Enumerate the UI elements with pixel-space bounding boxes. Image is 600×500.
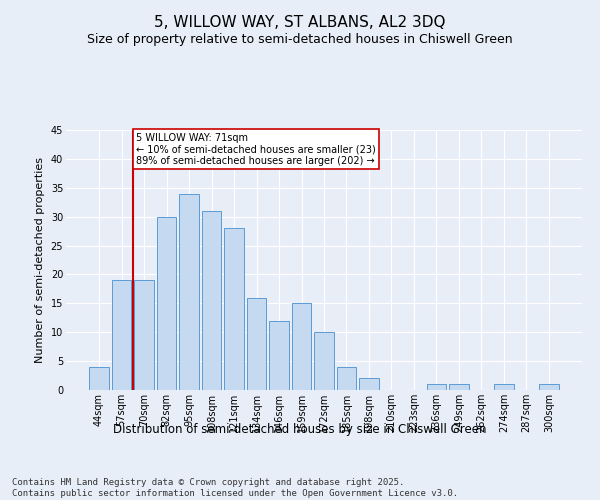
- Bar: [269, 320, 289, 390]
- Bar: [427, 384, 446, 390]
- Bar: [292, 304, 311, 390]
- Text: 5 WILLOW WAY: 71sqm
← 10% of semi-detached houses are smaller (23)
89% of semi-d: 5 WILLOW WAY: 71sqm ← 10% of semi-detach…: [136, 133, 376, 166]
- Bar: [359, 378, 379, 390]
- Bar: [157, 216, 176, 390]
- Bar: [314, 332, 334, 390]
- Bar: [89, 367, 109, 390]
- Bar: [179, 194, 199, 390]
- Bar: [539, 384, 559, 390]
- Bar: [494, 384, 514, 390]
- Bar: [202, 211, 221, 390]
- Text: Size of property relative to semi-detached houses in Chiswell Green: Size of property relative to semi-detach…: [87, 32, 513, 46]
- Y-axis label: Number of semi-detached properties: Number of semi-detached properties: [35, 157, 45, 363]
- Bar: [134, 280, 154, 390]
- Bar: [224, 228, 244, 390]
- Bar: [337, 367, 356, 390]
- Bar: [247, 298, 266, 390]
- Text: 5, WILLOW WAY, ST ALBANS, AL2 3DQ: 5, WILLOW WAY, ST ALBANS, AL2 3DQ: [154, 15, 446, 30]
- Text: Contains HM Land Registry data © Crown copyright and database right 2025.
Contai: Contains HM Land Registry data © Crown c…: [12, 478, 458, 498]
- Text: Distribution of semi-detached houses by size in Chiswell Green: Distribution of semi-detached houses by …: [113, 422, 487, 436]
- Bar: [112, 280, 131, 390]
- Bar: [449, 384, 469, 390]
